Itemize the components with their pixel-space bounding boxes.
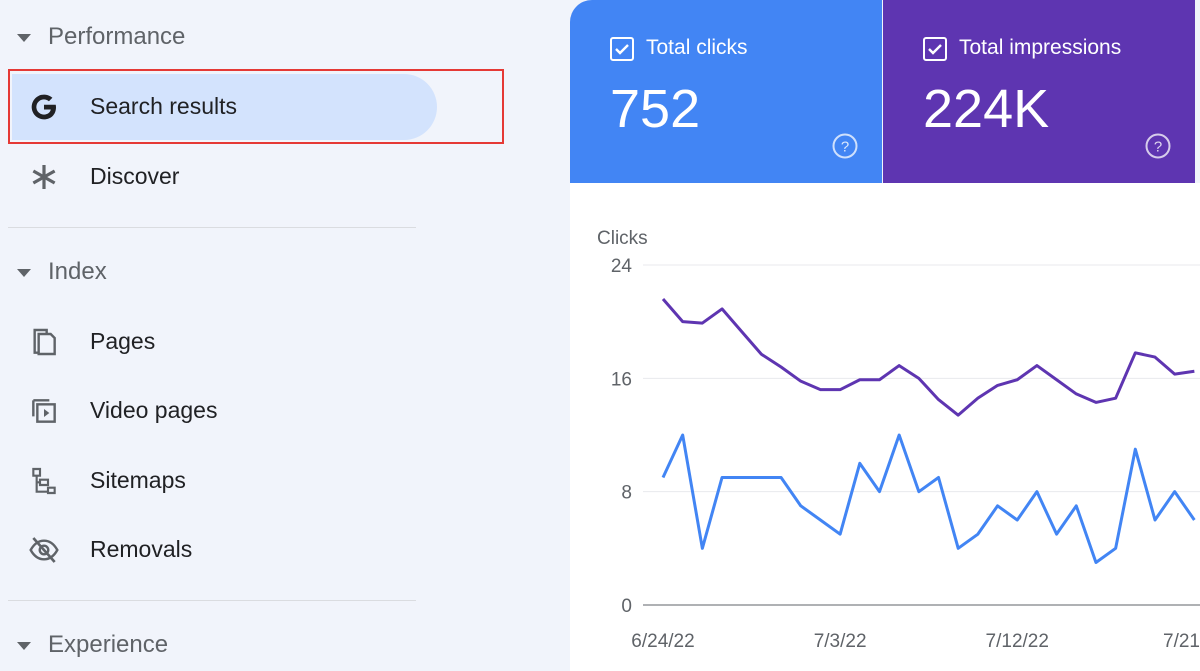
divider — [8, 600, 416, 601]
icon — [32, 399, 56, 423]
nav-item[interactable]: Pages — [90, 327, 156, 354]
nav-item[interactable]: Search results — [90, 93, 238, 119]
nav-item[interactable]: Video pages — [90, 397, 218, 423]
card-value: 224K — [923, 79, 1050, 139]
y-tick-label: 8 — [621, 483, 632, 504]
metric-card[interactable]: Total impressions 224K? — [883, 0, 1195, 183]
checkbox[interactable] — [923, 37, 947, 61]
collapse-arrow[interactable] — [16, 641, 32, 651]
icon — [32, 164, 56, 189]
metric-card[interactable]: Total clicks 752? — [570, 0, 882, 183]
help-icon[interactable]: ? — [1144, 132, 1172, 160]
icon — [33, 328, 56, 355]
section-header[interactable]: Index — [48, 257, 107, 285]
card-value: 752 — [610, 79, 701, 139]
collapse-arrow[interactable] — [16, 33, 32, 43]
chart-bg — [570, 183, 1200, 671]
icon — [31, 94, 56, 120]
y-tick-label: 0 — [621, 596, 632, 617]
nav-item[interactable]: Removals — [90, 536, 193, 562]
nav-item[interactable]: Discover — [90, 162, 180, 189]
selected-highlight — [12, 74, 437, 140]
help-icon[interactable]: ? — [831, 132, 859, 160]
divider — [8, 226, 416, 228]
svg-text:?: ? — [841, 139, 849, 156]
svg-text:?: ? — [1154, 139, 1162, 156]
data-line — [661, 433, 1196, 564]
data-line — [661, 298, 1195, 417]
card-label: Total clicks — [646, 36, 748, 59]
x-tick-label: 7/3/22 — [814, 631, 867, 652]
card-label: Total impressions — [959, 36, 1122, 59]
section-header[interactable]: Experience — [48, 631, 169, 658]
icon — [32, 467, 56, 494]
collapse-arrow[interactable] — [16, 268, 32, 278]
x-tick-label: 7/21 — [1163, 631, 1200, 652]
y-tick-label: 24 — [611, 256, 633, 277]
nav-item[interactable]: Sitemaps — [90, 466, 186, 493]
x-tick-label: 6/24/22 — [631, 631, 694, 652]
icon — [29, 537, 59, 563]
y-tick-label: 16 — [611, 369, 632, 390]
checkbox[interactable] — [610, 37, 634, 61]
highlight-box — [8, 69, 504, 144]
section-header[interactable]: Performance — [48, 23, 186, 50]
x-tick-label: 7/12/22 — [986, 631, 1049, 652]
y-axis-title: Clicks — [597, 228, 648, 249]
chart: Clicks 0 8 16 24 6/24/22 7/3/22 7/12/22 7/21 — [570, 183, 1200, 671]
